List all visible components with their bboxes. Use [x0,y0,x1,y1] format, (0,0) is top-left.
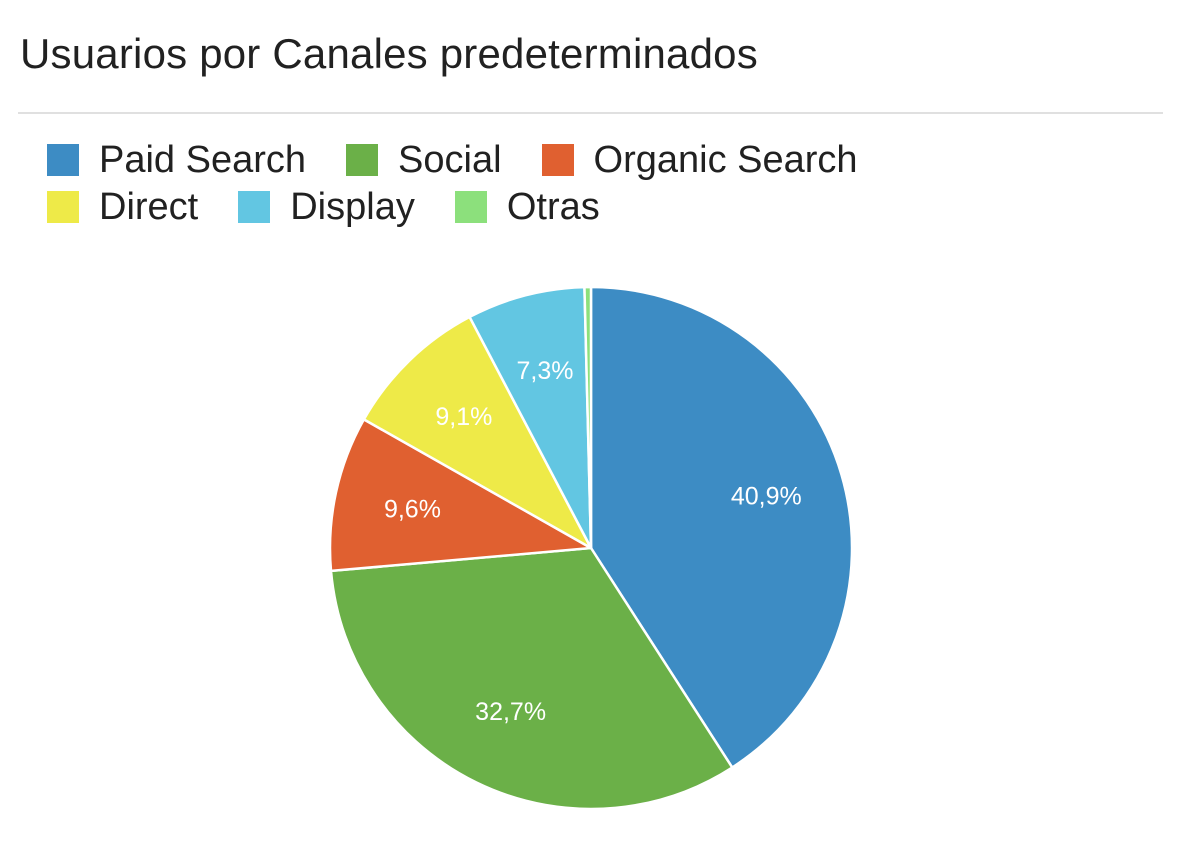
legend-swatch-paid-search [47,143,79,176]
legend-row-2: Direct Display Otras [47,183,1147,230]
slice-label-direct: 9,1% [435,403,492,431]
legend-item-social[interactable]: Social [346,141,502,179]
legend-swatch-direct [47,190,79,223]
legend-swatch-social [346,143,379,176]
legend-label-organic-search: Organic Search [593,138,858,181]
legend-item-paid-search[interactable]: Paid Search [47,141,306,179]
legend-swatch-display [238,190,271,223]
legend-item-display[interactable]: Display [238,188,415,226]
legend-label-paid-search: Paid Search [99,138,307,181]
legend-label-direct: Direct [99,185,199,228]
slice-label-paid-search: 40,9% [731,482,802,510]
legend-label-social: Social [398,138,502,181]
pie-slice-otras[interactable] [583,285,593,550]
legend-swatch-organic-search [541,143,574,176]
legend-label-display: Display [290,185,415,228]
legend: Paid Search Social Organic Search Direct… [47,136,1147,230]
slice-label-social: 32,7% [475,698,546,726]
pie-slice-organic-search[interactable] [328,418,593,573]
legend-swatch-otras [454,190,487,223]
chart-title: Usuarios por Canales predeterminados [20,30,758,77]
legend-item-otras[interactable]: Otras [454,185,600,228]
legend-item-direct[interactable]: Direct [47,188,198,226]
legend-label-otras: Otras [506,185,600,228]
legend-row-1: Paid Search Social Organic Search [47,136,1147,183]
pie-slice-display[interactable] [468,285,593,550]
legend-item-organic-search[interactable]: Organic Search [541,138,858,181]
pie-slice-social[interactable] [329,546,734,811]
slice-label-display: 7,3% [517,357,574,385]
pie-slice-direct[interactable] [362,315,593,550]
slice-label-organic-search: 9,6% [384,495,441,523]
title-divider [18,112,1163,114]
